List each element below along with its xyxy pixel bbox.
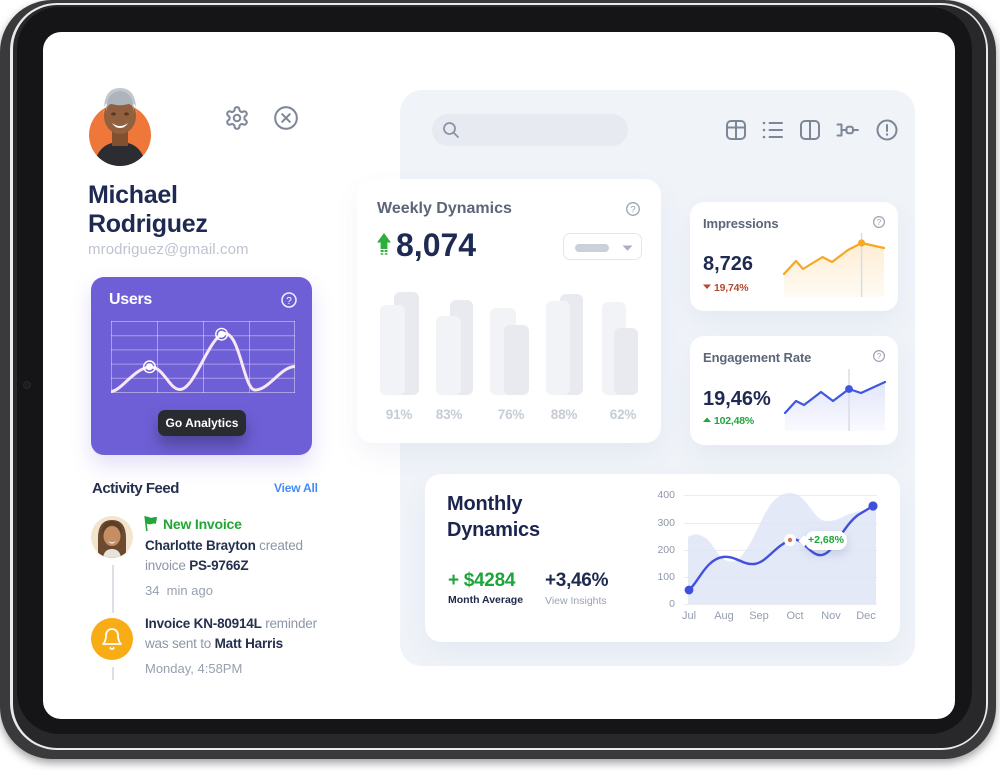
svg-text:19,74%: 19,74% (714, 282, 749, 293)
svg-text:102,48%: 102,48% (714, 415, 755, 426)
svg-text:?: ? (877, 218, 882, 227)
svg-text:?: ? (877, 352, 882, 361)
svg-text:?: ? (286, 296, 292, 307)
svg-text:?: ? (630, 204, 635, 215)
